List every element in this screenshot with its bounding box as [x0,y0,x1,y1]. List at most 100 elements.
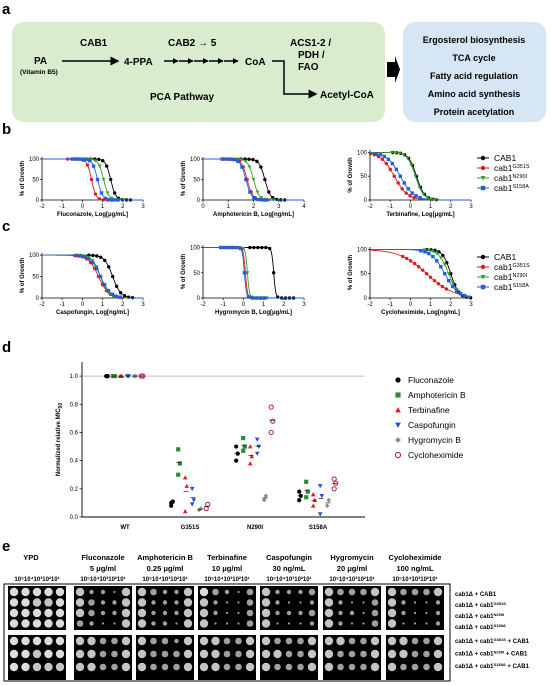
x-tick-label: 1 [429,302,433,308]
d-point-3 [254,451,260,456]
coa-label: CoA [245,57,266,68]
colony-spot [174,610,179,616]
y-tick-label: 100 [190,246,201,252]
data-point-series-1 [384,161,389,166]
condition-conc-5: 20 μg/ml [337,564,367,573]
data-point-series-3 [86,257,91,261]
data-point-series-2 [417,185,422,189]
d-legend-marker-4 [395,437,401,443]
colony-spot [32,587,42,597]
data-point-series-3 [232,157,236,162]
colony-spot [121,636,131,646]
colony-spot [411,637,419,645]
colony-spot [76,620,84,627]
colony-spot [400,588,407,596]
panel-letter-e: e [2,538,10,555]
x-tick-label: 2 [252,204,256,210]
colony-spot [411,650,419,658]
data-point-series-2 [423,248,427,252]
data-point-series-2 [450,281,455,285]
data-point-series-3 [256,197,260,202]
data-point-series-3 [248,190,252,194]
data-point-series-3 [228,157,232,161]
x-tick-label: 2 [449,204,453,210]
colony-spot [337,650,344,658]
d-point-1 [242,444,247,449]
colony-spot [261,608,271,618]
data-point-series-0 [108,177,113,182]
data-point-series-0 [268,246,272,251]
colony-spot [246,620,254,627]
data-point-series-3 [79,157,84,161]
colony-spot [89,589,94,595]
colony-spot [9,598,19,607]
d-point-2 [182,475,188,480]
data-point-series-2 [389,150,394,155]
data-point-series-1 [89,177,94,182]
colony-spot [307,649,317,659]
colony-spot [360,637,367,645]
d-legend-marker-5 [394,451,402,459]
data-point-series-3 [91,164,96,168]
y-tick-label: 100 [190,157,201,163]
colony-spot [44,598,53,607]
d-category-label: WT [120,525,130,531]
data-point-series-0 [118,291,123,295]
colony-spot [245,636,255,646]
d-point-5 [331,476,337,482]
pa-sub-label: (Vitamin B5) [20,69,58,76]
fit-curve-series-2 [370,151,471,201]
data-point-series-0 [252,245,256,250]
colony-spot [183,662,193,672]
data-point-series-3 [115,198,120,202]
colony-spot [413,622,417,625]
x-tick-label: -1 [60,204,66,210]
x-tick-label: -1 [221,302,227,308]
data-point-series-0 [112,191,117,195]
data-point-series-3 [414,194,418,198]
y-tick-label: 0 [364,198,368,204]
function-3: Fatty acid regulation [430,71,518,81]
colony-spot [298,610,303,616]
colony-spot [435,610,441,616]
x-tick-label: -2 [39,204,45,210]
data-point-series-2 [425,196,430,200]
colony-spot [423,663,430,671]
colony-spot [55,608,65,618]
data-point-series-2 [105,191,110,195]
d-category-label: S158A [309,525,328,531]
colony-spot [423,588,430,596]
colony-spot [137,636,147,646]
legend-label-3: cab1S158A [494,282,529,292]
data-point-series-3 [262,296,266,300]
x-tick-label: 3 [302,302,306,308]
d-point-4 [324,503,330,509]
colony-spot [237,611,240,615]
colony-spot [87,649,96,659]
colony-spot [199,636,209,646]
y-tick-label: 50 [360,174,367,180]
pa-label: PA [34,56,47,67]
y-axis-label: % of Growth [348,255,354,291]
colony-spot [401,600,406,605]
colony-spot [370,649,380,659]
colony-spot [324,587,334,597]
data-point-series-3 [423,250,427,254]
x-axis-label: Fluconazole, Log[μg/mL] [57,212,128,218]
colony-spot [87,662,96,672]
fit-curve-series-0 [203,247,304,299]
x-tick-label: 2 [121,302,125,308]
data-point-series-3 [443,272,447,276]
d-point-1 [241,448,246,453]
colony-spot [161,663,169,671]
colony-spot [411,588,419,596]
colony-spot [151,610,156,616]
colony-spot [162,589,168,595]
y-axis-label: % of Growth [20,161,26,197]
d-y-tick-label: 0.2 [70,487,79,493]
colony-spot [261,587,271,597]
strain-label-6: cab1Δ + cab1S158A + CAB1 [455,662,530,670]
x-tick-label: 0 [81,204,85,210]
data-point-series-1 [416,265,421,269]
